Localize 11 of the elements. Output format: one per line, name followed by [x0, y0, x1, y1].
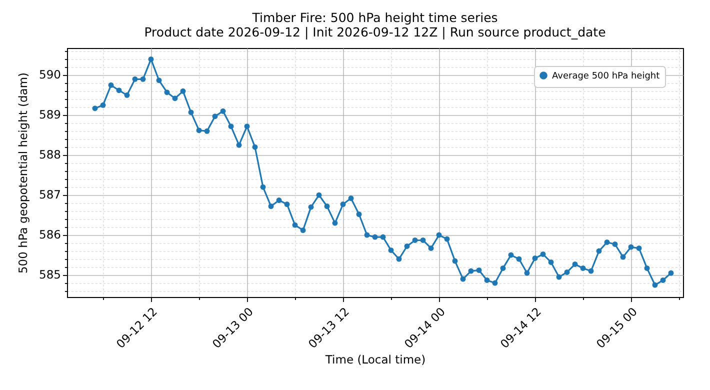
chart-title: Timber Fire: 500 hPa height time series [251, 10, 498, 26]
legend-label: Average 500 hPa height [552, 72, 660, 82]
y-tick-label: 587 [39, 188, 61, 202]
y-axis-title: 500 hPa geopotential height (dam) [16, 72, 30, 274]
y-tick-label: 586 [39, 228, 61, 242]
y-tick-label: 585 [39, 268, 61, 282]
y-tick-label: 590 [39, 68, 61, 82]
x-axis-title: Time (Local time) [324, 352, 426, 367]
chart-subtitle: Product date 2026-09-12 | Init 2026-09-12 12Z | Run source product_date [144, 24, 606, 40]
y-tick-label: 589 [39, 108, 61, 122]
y-tick-label: 588 [39, 148, 61, 162]
